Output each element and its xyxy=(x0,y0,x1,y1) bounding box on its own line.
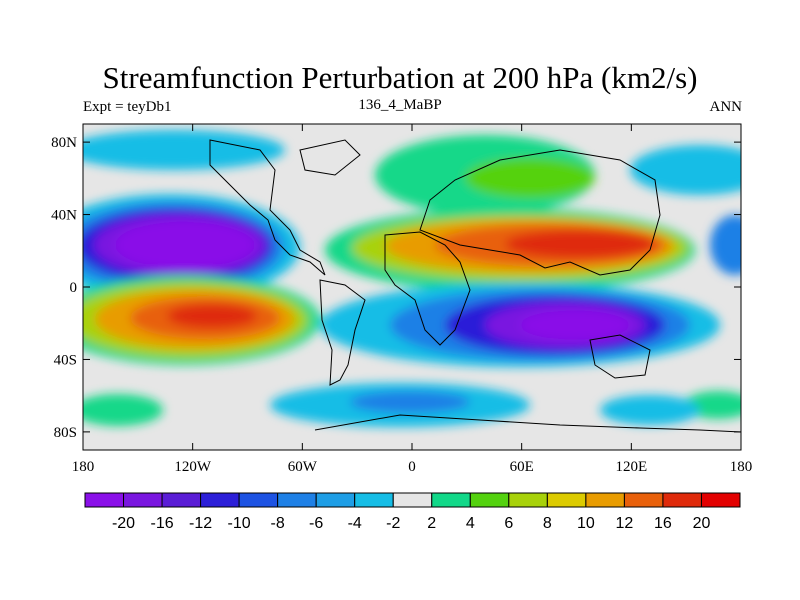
x-tick-label: 60E xyxy=(510,459,534,475)
colorbar-label: -16 xyxy=(150,515,173,532)
colorbar-swatch xyxy=(700,492,741,508)
colorbar-swatch xyxy=(662,492,702,508)
experiment-label: Expt = teyDb1 xyxy=(83,99,172,115)
x-tick-label: 180 xyxy=(730,459,753,475)
colorbar-swatch xyxy=(354,492,394,508)
x-tick-label: 180 xyxy=(72,459,95,475)
x-tick-label: 120E xyxy=(615,459,647,475)
colorbar-swatch xyxy=(392,492,433,508)
colorbar-label: -6 xyxy=(309,515,323,532)
y-tick-label: 80S xyxy=(54,425,77,441)
colorbar-label: 4 xyxy=(466,515,475,532)
colorbar-swatch xyxy=(123,492,163,508)
x-axis: 180 120W 60W 0 60E 120E 180 xyxy=(72,124,753,475)
colorbar-label: 10 xyxy=(577,515,595,532)
colorbar-label: -2 xyxy=(386,515,400,532)
colorbar-label: -4 xyxy=(348,515,362,532)
y-tick-label: 40S xyxy=(54,352,77,368)
colorbar-label: -20 xyxy=(112,515,135,532)
colorbar-label: 12 xyxy=(616,515,634,532)
colorbar: -20 -16 -12 -10 -8 -6 -4 -2 2 4 6 8 10 12 16 20 xyxy=(84,492,741,532)
y-tick-label: 80N xyxy=(51,135,77,151)
colorbar-swatch xyxy=(238,492,279,508)
x-tick-label: 120W xyxy=(174,459,212,475)
colorbar-swatch xyxy=(508,492,548,508)
y-tick-label: 40N xyxy=(51,208,77,224)
colorbar-swatch xyxy=(546,492,587,508)
case-label: 136_4_MaBP xyxy=(358,97,442,113)
x-tick-label: 0 xyxy=(408,459,416,475)
colorbar-label: -12 xyxy=(189,515,212,532)
contour-field xyxy=(83,124,741,450)
colorbar-swatch xyxy=(161,492,202,508)
season-label: ANN xyxy=(709,99,743,115)
colorbar-swatch xyxy=(623,492,664,508)
coastlines xyxy=(209,139,741,433)
x-tick-label: 60W xyxy=(288,459,318,475)
colorbar-label: -10 xyxy=(228,515,251,532)
colorbar-label: 16 xyxy=(654,515,672,532)
map-title: Streamfunction Perturbation at 200 hPa (… xyxy=(102,60,698,95)
colorbar-swatch xyxy=(585,492,625,508)
colorbar-label: 2 xyxy=(427,515,436,532)
colorbar-label: -8 xyxy=(271,515,285,532)
y-axis: 80N 40N 0 40S 80S xyxy=(51,135,741,441)
colorbar-swatch xyxy=(431,492,471,508)
colorbar-label: 20 xyxy=(693,515,711,532)
colorbar-swatch xyxy=(84,492,125,508)
colorbar-swatch xyxy=(469,492,510,508)
colorbar-swatch xyxy=(200,492,240,508)
colorbar-label: 6 xyxy=(504,515,513,532)
colorbar-swatch xyxy=(277,492,317,508)
colorbar-label: 8 xyxy=(543,515,552,532)
colorbar-swatch xyxy=(315,492,356,508)
y-tick-label: 0 xyxy=(70,280,78,296)
